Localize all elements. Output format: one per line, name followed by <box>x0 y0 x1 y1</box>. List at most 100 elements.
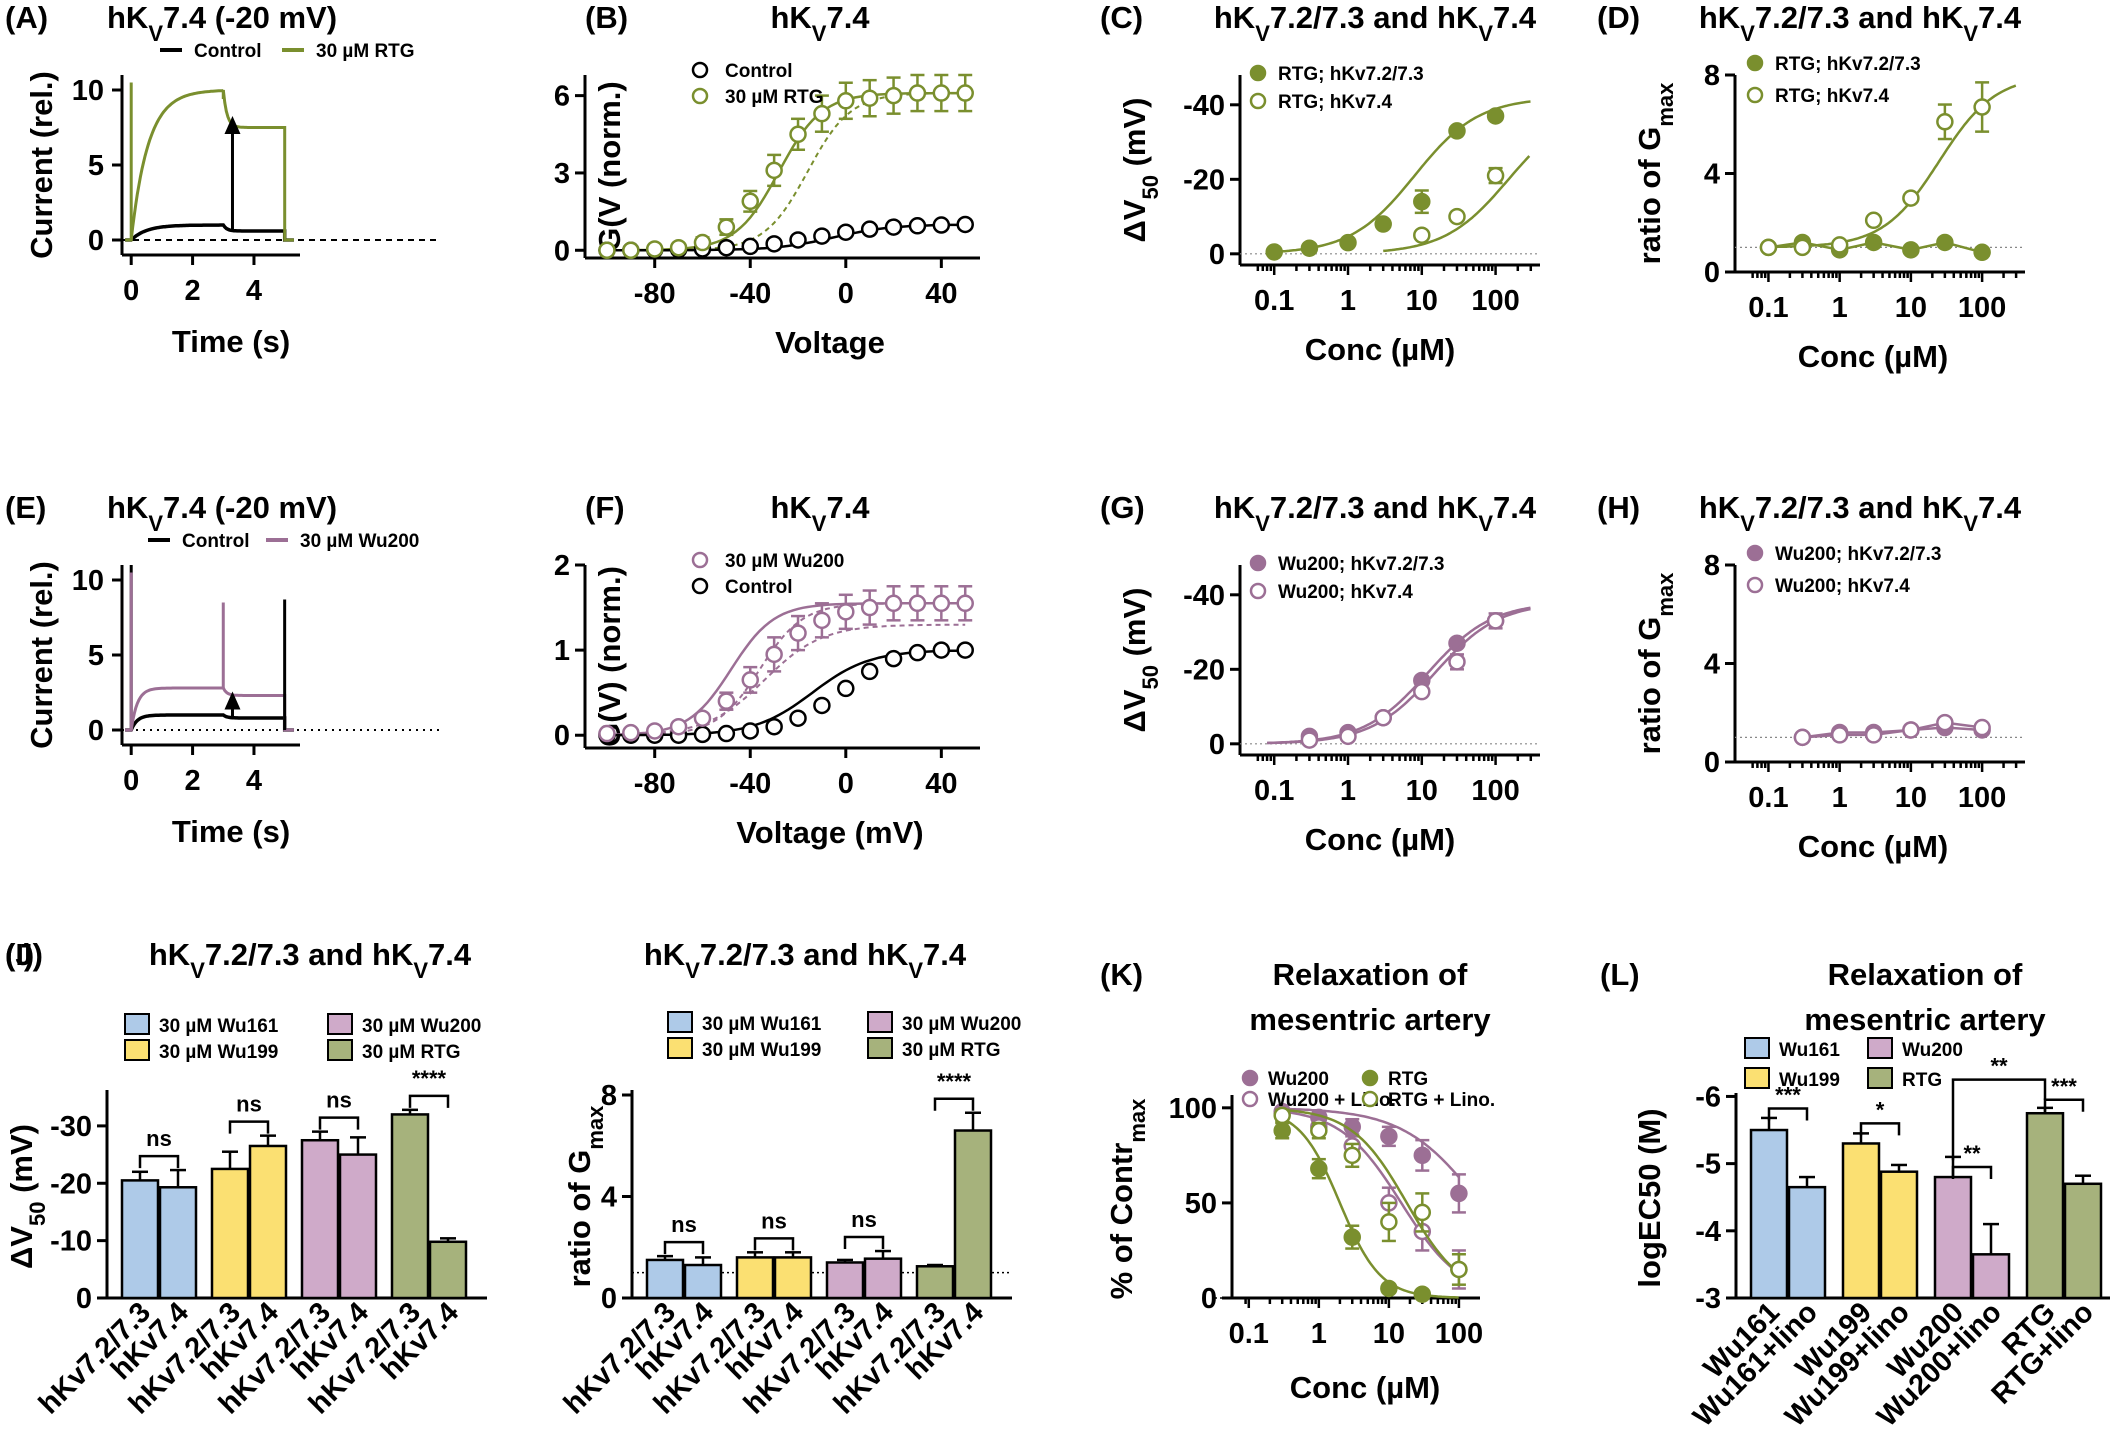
data-point <box>1413 1146 1432 1165</box>
legend-marker <box>691 61 709 79</box>
significance-bracket <box>138 1154 180 1169</box>
data-point <box>1864 211 1883 230</box>
data-point <box>956 594 974 613</box>
legend-marker <box>1241 1090 1259 1108</box>
bar <box>735 1256 775 1300</box>
arrow-head <box>224 116 241 134</box>
data-point <box>1413 226 1431 244</box>
data-point <box>717 218 736 236</box>
legend-label: Wu161 <box>1779 1040 1840 1061</box>
x-tick-label: -80 <box>634 768 676 800</box>
significance-bracket <box>753 1237 795 1251</box>
legend-label: 30 µM Wu200 <box>300 531 419 552</box>
y-tick-label: 8 <box>1704 60 1720 92</box>
x-axis-label: Voltage (mV) <box>736 815 923 850</box>
legend-J: 30 µM Wu161 30 µM Wu200 30 µM Wu199 30 µM R… <box>667 1011 1021 1061</box>
panel-D: (D) hKV7.2/7.3 and hKV7.4 0 4 8 0.1 1 10 100 Conc… <box>1597 0 2025 374</box>
data-point <box>932 84 951 102</box>
x-tick-label: 0.1 <box>1229 1318 1269 1350</box>
fit-curve-shifted <box>606 92 966 252</box>
x-tick-label: 2 <box>185 765 201 797</box>
data-point <box>813 227 831 245</box>
data-point <box>1374 708 1392 727</box>
data-point <box>884 86 903 105</box>
trace-control <box>125 713 294 732</box>
x-tick-label: 10 <box>1373 1318 1405 1350</box>
data-point <box>1793 728 1812 747</box>
data-point <box>717 724 736 743</box>
x-tick-label: 100 <box>1435 1318 1483 1350</box>
y-tick-label: 0 <box>554 720 570 752</box>
y-tick-label: 6 <box>554 81 570 113</box>
legend-marker <box>691 87 709 105</box>
significance-label: ns <box>146 1126 172 1151</box>
y-tick-label: 2 <box>554 550 570 582</box>
x-tick-label: 2 <box>185 275 201 307</box>
panel-letter: (L) <box>1600 957 1640 992</box>
legend-label: 30 µM Wu199 <box>159 1042 278 1063</box>
significance-label: *** <box>1775 1083 1801 1108</box>
panel-A: (A) hKV7.4 (-20 mV) 0 5 10 0 2 4 Time (s) Current… <box>5 0 440 359</box>
x-tick-label: 1 <box>1340 775 1356 807</box>
bar <box>248 1144 288 1300</box>
data-point <box>1486 612 1505 630</box>
y-tick-label: -4 <box>1695 1216 1721 1248</box>
bar <box>338 1153 378 1300</box>
data-point <box>645 240 664 258</box>
legend-label: 30 µM Wu161 <box>159 1016 279 1037</box>
x-tick-label: 100 <box>1958 292 2006 324</box>
legend-label: 30 µM Wu200 <box>725 551 844 572</box>
significance-bracket <box>408 1094 450 1108</box>
fit-curve <box>1282 1110 1460 1275</box>
legend-marker <box>1249 64 1267 82</box>
legend-marker <box>1249 582 1267 600</box>
y-tick-label: 0 <box>1201 1283 1217 1315</box>
legend-label: RTG; hKv7.4 <box>1775 86 1889 107</box>
data-point <box>1973 243 1991 262</box>
bar <box>645 1258 685 1300</box>
panel-letter: (E) <box>5 490 46 525</box>
y-axis-label: logEC50 (M) <box>1632 1108 1667 1287</box>
data-point <box>1830 236 1849 254</box>
data-point <box>1413 192 1431 211</box>
bar <box>120 1179 160 1300</box>
data-point <box>908 84 927 102</box>
legend-swatch <box>327 1013 353 1035</box>
arrow-head <box>224 691 241 710</box>
data-point <box>837 92 855 110</box>
trace-drug <box>125 89 294 242</box>
data-point <box>932 216 951 234</box>
data-point <box>741 671 760 689</box>
legend-E: Control 30 µM Wu200 <box>148 531 419 552</box>
panel-title: hKV7.2/7.3 and hKV7.4 <box>1699 0 2022 46</box>
data-point <box>1448 207 1466 226</box>
legend-swatch <box>124 1013 150 1035</box>
legend-label: 30 µM RTG <box>725 87 824 108</box>
y-tick-label: 10 <box>72 565 104 597</box>
legend-marker <box>1746 544 1764 562</box>
data-point <box>956 215 974 234</box>
data-point <box>1273 1106 1291 1125</box>
data-point <box>765 235 783 253</box>
panel-G: (G) hKV7.2/7.3 and hKV7.4 0 -20 -40 0.1 1 10 100… <box>1100 490 1540 857</box>
panel-E: (E) hKV7.4 (-20 mV) 0 5 10 0 2 4 Time (s) Current… <box>5 490 440 849</box>
legend-L: Wu161 Wu200 Wu199 RTG <box>1744 1037 1963 1091</box>
significance-bracket <box>1859 1122 1901 1136</box>
legend-swatch <box>1744 1037 1770 1059</box>
legend-swatch <box>1867 1067 1893 1089</box>
data-point <box>908 594 927 613</box>
panel-C: (C) hKV7.2/7.3 and hKV7.4 0 -20 -40 0.1 1 10 100… <box>1100 0 1540 367</box>
panel-B: (B) hKV7.4 0 3 6 -80 -40 0 40 Voltage G(V (norm.) <box>554 0 980 360</box>
legend-marker <box>1746 576 1764 594</box>
significance-label: ns <box>761 1208 787 1233</box>
y-tick-label: 0 <box>1704 257 1720 289</box>
bar <box>863 1257 903 1300</box>
legend-label: Wu200 <box>1902 1040 1963 1061</box>
x-axis-label: Conc (µM) <box>1305 332 1455 367</box>
data-point <box>908 643 927 662</box>
bar <box>300 1138 340 1300</box>
data-point <box>1973 718 1991 737</box>
y-tick-label: 3 <box>554 158 570 190</box>
